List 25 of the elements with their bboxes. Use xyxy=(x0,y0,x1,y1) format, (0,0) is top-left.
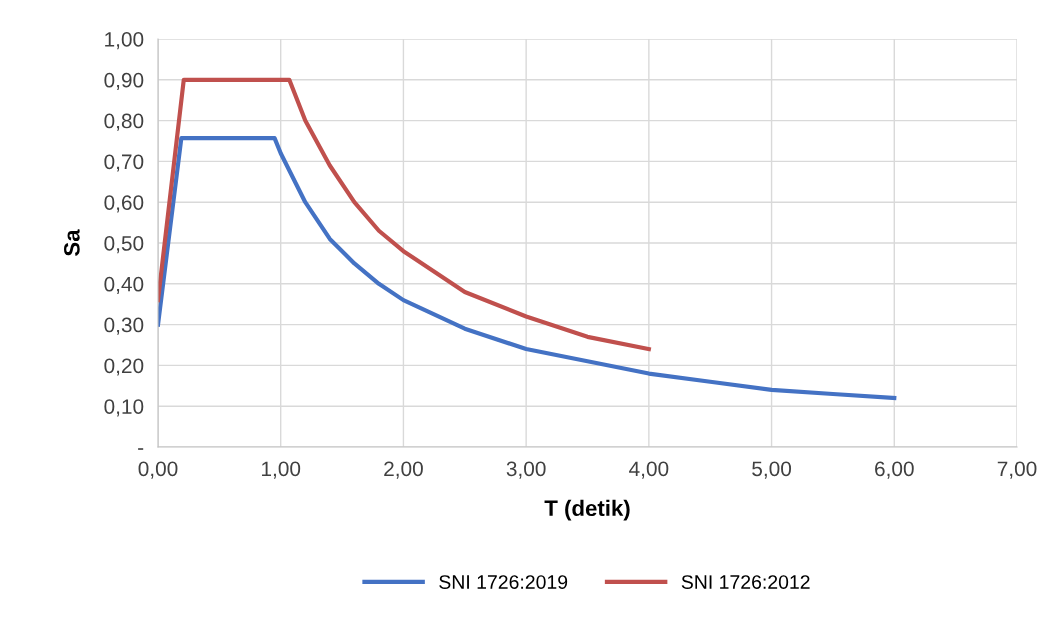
y-tick-label: 0,60 xyxy=(104,195,144,213)
x-tick-label: 2,00 xyxy=(384,461,423,479)
y-tick-label: - xyxy=(138,448,144,450)
y-tick-label: 0,20 xyxy=(104,358,144,376)
y-tick-label: 0,80 xyxy=(104,113,144,131)
line-series xyxy=(158,136,897,401)
y-axis-title: Sa xyxy=(63,229,80,256)
x-tick-label: 7,00 xyxy=(997,461,1037,479)
x-tick-label: 3,00 xyxy=(506,461,546,479)
legend-label: SNI 1726:2012 xyxy=(681,575,810,589)
y-tick-label: 0,70 xyxy=(104,154,144,172)
y-tick-label: 0,90 xyxy=(104,72,144,91)
y-tick-label: 0,30 xyxy=(104,317,144,335)
x-axis-title: T (detik) xyxy=(544,499,630,521)
y-tick-label: 1,00 xyxy=(105,32,144,50)
x-tick-label: 6,00 xyxy=(875,461,914,479)
y-tick-label: 0,50 xyxy=(104,236,144,254)
y-tick-label: 0,10 xyxy=(104,399,144,417)
x-tick-label: 1,00 xyxy=(262,461,301,479)
x-tick-label: 5,00 xyxy=(752,461,792,479)
x-tick-label: 0,00 xyxy=(138,461,178,479)
legend-label: SNI 1726:2019 xyxy=(439,575,568,589)
y-tick-label: 0,40 xyxy=(104,276,144,295)
line-series xyxy=(158,77,651,352)
x-tick-label: 4,00 xyxy=(629,461,669,479)
